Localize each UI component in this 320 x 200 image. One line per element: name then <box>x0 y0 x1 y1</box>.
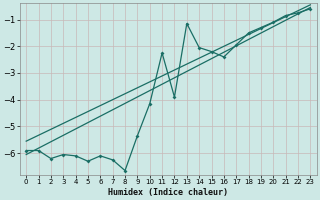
X-axis label: Humidex (Indice chaleur): Humidex (Indice chaleur) <box>108 188 228 197</box>
